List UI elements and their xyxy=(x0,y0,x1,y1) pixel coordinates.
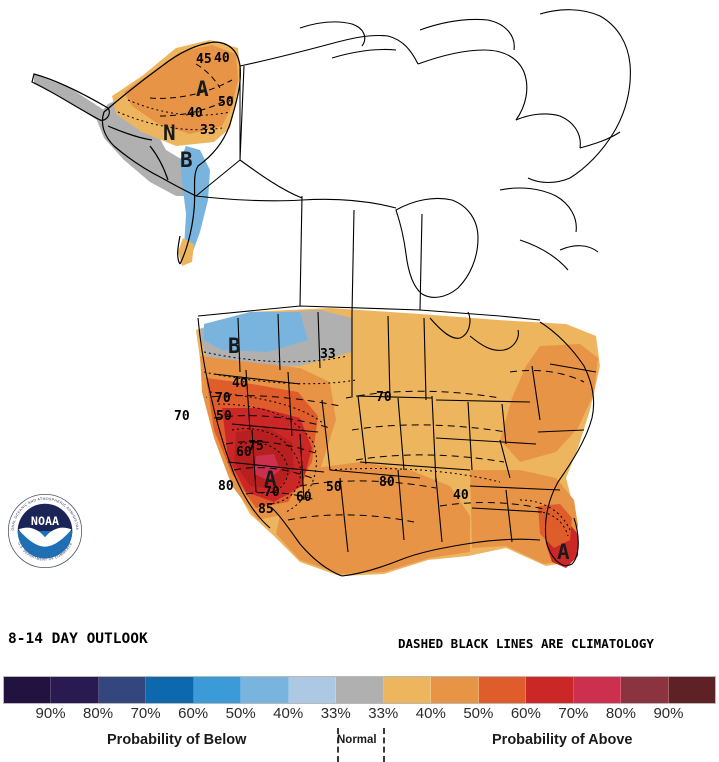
colorbar-tick-labels: 90% 80% 70% 60% 50% 40% 33% 33% 40% 50% 60% 70% 80% 9… xyxy=(0,705,719,727)
map-canvas[interactable]: 45 40 A 50 40 33 N B B 33 40 70 50 70 60… xyxy=(0,0,719,672)
colorbar-tick-0: 90% xyxy=(35,705,66,722)
svg-text:A: A xyxy=(264,467,277,491)
colorbar-tick-5: 40% xyxy=(273,705,304,722)
svg-text:75: 75 xyxy=(248,439,264,454)
north-america-map: 45 40 A 50 40 33 N B B 33 40 70 50 70 60… xyxy=(31,9,631,577)
svg-text:80: 80 xyxy=(218,479,234,494)
svg-text:85: 85 xyxy=(258,502,274,517)
colorbar-swatch-below-50[interactable] xyxy=(193,677,242,703)
colorbar-swatch-above-90[interactable] xyxy=(668,677,716,703)
svg-text:45: 45 xyxy=(196,52,212,67)
svg-text:40: 40 xyxy=(232,376,248,391)
conus-map-labels: B 33 40 70 50 70 60 75 A 70 80 85 60 50 … xyxy=(174,334,570,564)
alaska-probability-contours xyxy=(117,99,231,131)
svg-text:N: N xyxy=(163,121,176,145)
below-normal-label: Probability of Below xyxy=(107,732,247,748)
svg-text:60: 60 xyxy=(236,445,252,460)
probability-colorbar[interactable] xyxy=(3,676,716,704)
colorbar-swatch-below-70[interactable] xyxy=(98,677,147,703)
colorbar-tick-8: 40% xyxy=(415,705,446,722)
svg-text:33: 33 xyxy=(320,347,336,362)
svg-text:A: A xyxy=(557,540,570,564)
product-title-block: 8-14 DAY OUTLOOK TEMPERATURE PROBABILITY… xyxy=(8,596,218,672)
near-normal-label: Normal xyxy=(337,734,377,746)
colorbar-swatch-below-40[interactable] xyxy=(241,677,289,703)
colorbar-tick-6: 33% xyxy=(320,705,351,722)
colorbar-swatch-below-90[interactable] xyxy=(4,677,52,703)
colorbar-tick-13: 90% xyxy=(653,705,684,722)
normal-divider-left xyxy=(337,728,339,762)
conus-climatology-contours xyxy=(199,369,585,523)
colorbar-tick-7: 33% xyxy=(368,705,399,722)
svg-text:80: 80 xyxy=(379,475,395,490)
svg-text:70: 70 xyxy=(264,485,280,500)
colorbar-tick-1: 80% xyxy=(83,705,114,722)
svg-text:40: 40 xyxy=(187,106,203,121)
svg-text:50: 50 xyxy=(326,480,342,495)
svg-text:70: 70 xyxy=(174,409,190,424)
svg-text:50: 50 xyxy=(218,95,234,110)
svg-text:70: 70 xyxy=(376,390,392,405)
colorbar-swatch-above-40[interactable] xyxy=(431,677,479,703)
legend-area: 90% 80% 70% 60% 50% 40% 33% 33% 40% 50% 60% 70% 80% 9… xyxy=(0,676,719,762)
conus-probability-contours xyxy=(203,351,571,537)
svg-text:40: 40 xyxy=(453,488,469,503)
colorbar-swatch-above-33[interactable] xyxy=(383,677,432,703)
svg-text:A: A xyxy=(196,77,209,101)
alaska-map-labels: 45 40 A 50 40 33 N B xyxy=(163,51,234,172)
colorbar-tick-3: 60% xyxy=(178,705,209,722)
svg-text:60: 60 xyxy=(296,490,312,505)
svg-text:B: B xyxy=(228,334,241,358)
colorbar-tick-10: 60% xyxy=(510,705,541,722)
colorbar-swatch-below-80[interactable] xyxy=(51,677,99,703)
noaa-logo-text: NOAA xyxy=(31,514,59,528)
map-notes-block: DASHED BLACK LINES ARE CLIMATOLOGY (DEG … xyxy=(398,610,669,672)
colorbar-swatch-below-60[interactable] xyxy=(146,677,194,703)
normal-divider-right xyxy=(383,728,385,762)
colorbar-tick-12: 80% xyxy=(605,705,636,722)
colorbar-swatch-near-normal[interactable] xyxy=(336,677,384,703)
svg-text:33: 33 xyxy=(200,123,216,138)
colorbar-swatch-above-70[interactable] xyxy=(573,677,622,703)
above-normal-label: Probability of Above xyxy=(492,732,633,748)
colorbar-tick-2: 70% xyxy=(130,705,161,722)
note-line-1: DASHED BLACK LINES ARE CLIMATOLOGY xyxy=(398,636,654,651)
colorbar-swatch-below-33[interactable] xyxy=(288,677,337,703)
colorbar-tick-4: 50% xyxy=(225,705,256,722)
svg-text:70: 70 xyxy=(215,391,231,406)
svg-text:40: 40 xyxy=(214,51,230,66)
alaska-shading xyxy=(34,40,240,266)
alaska-outline xyxy=(31,41,241,265)
noaa-logo[interactable]: NOAA NATIONAL OCEANIC AND ATMOSPHERIC AD… xyxy=(6,492,84,570)
canada-greenland-outline xyxy=(195,9,631,315)
colorbar-tick-9: 50% xyxy=(463,705,494,722)
alaska-climatology-contours xyxy=(149,63,235,117)
colorbar-swatch-above-60[interactable] xyxy=(526,677,574,703)
colorbar-swatch-above-50[interactable] xyxy=(478,677,527,703)
colorbar-tick-11: 70% xyxy=(558,705,589,722)
colorbar-swatch-above-80[interactable] xyxy=(621,677,669,703)
conus-state-outlines xyxy=(197,305,597,577)
outlook-title-line1: 8-14 DAY OUTLOOK xyxy=(8,631,148,647)
svg-text:B: B xyxy=(180,148,193,172)
svg-text:50: 50 xyxy=(216,409,232,424)
